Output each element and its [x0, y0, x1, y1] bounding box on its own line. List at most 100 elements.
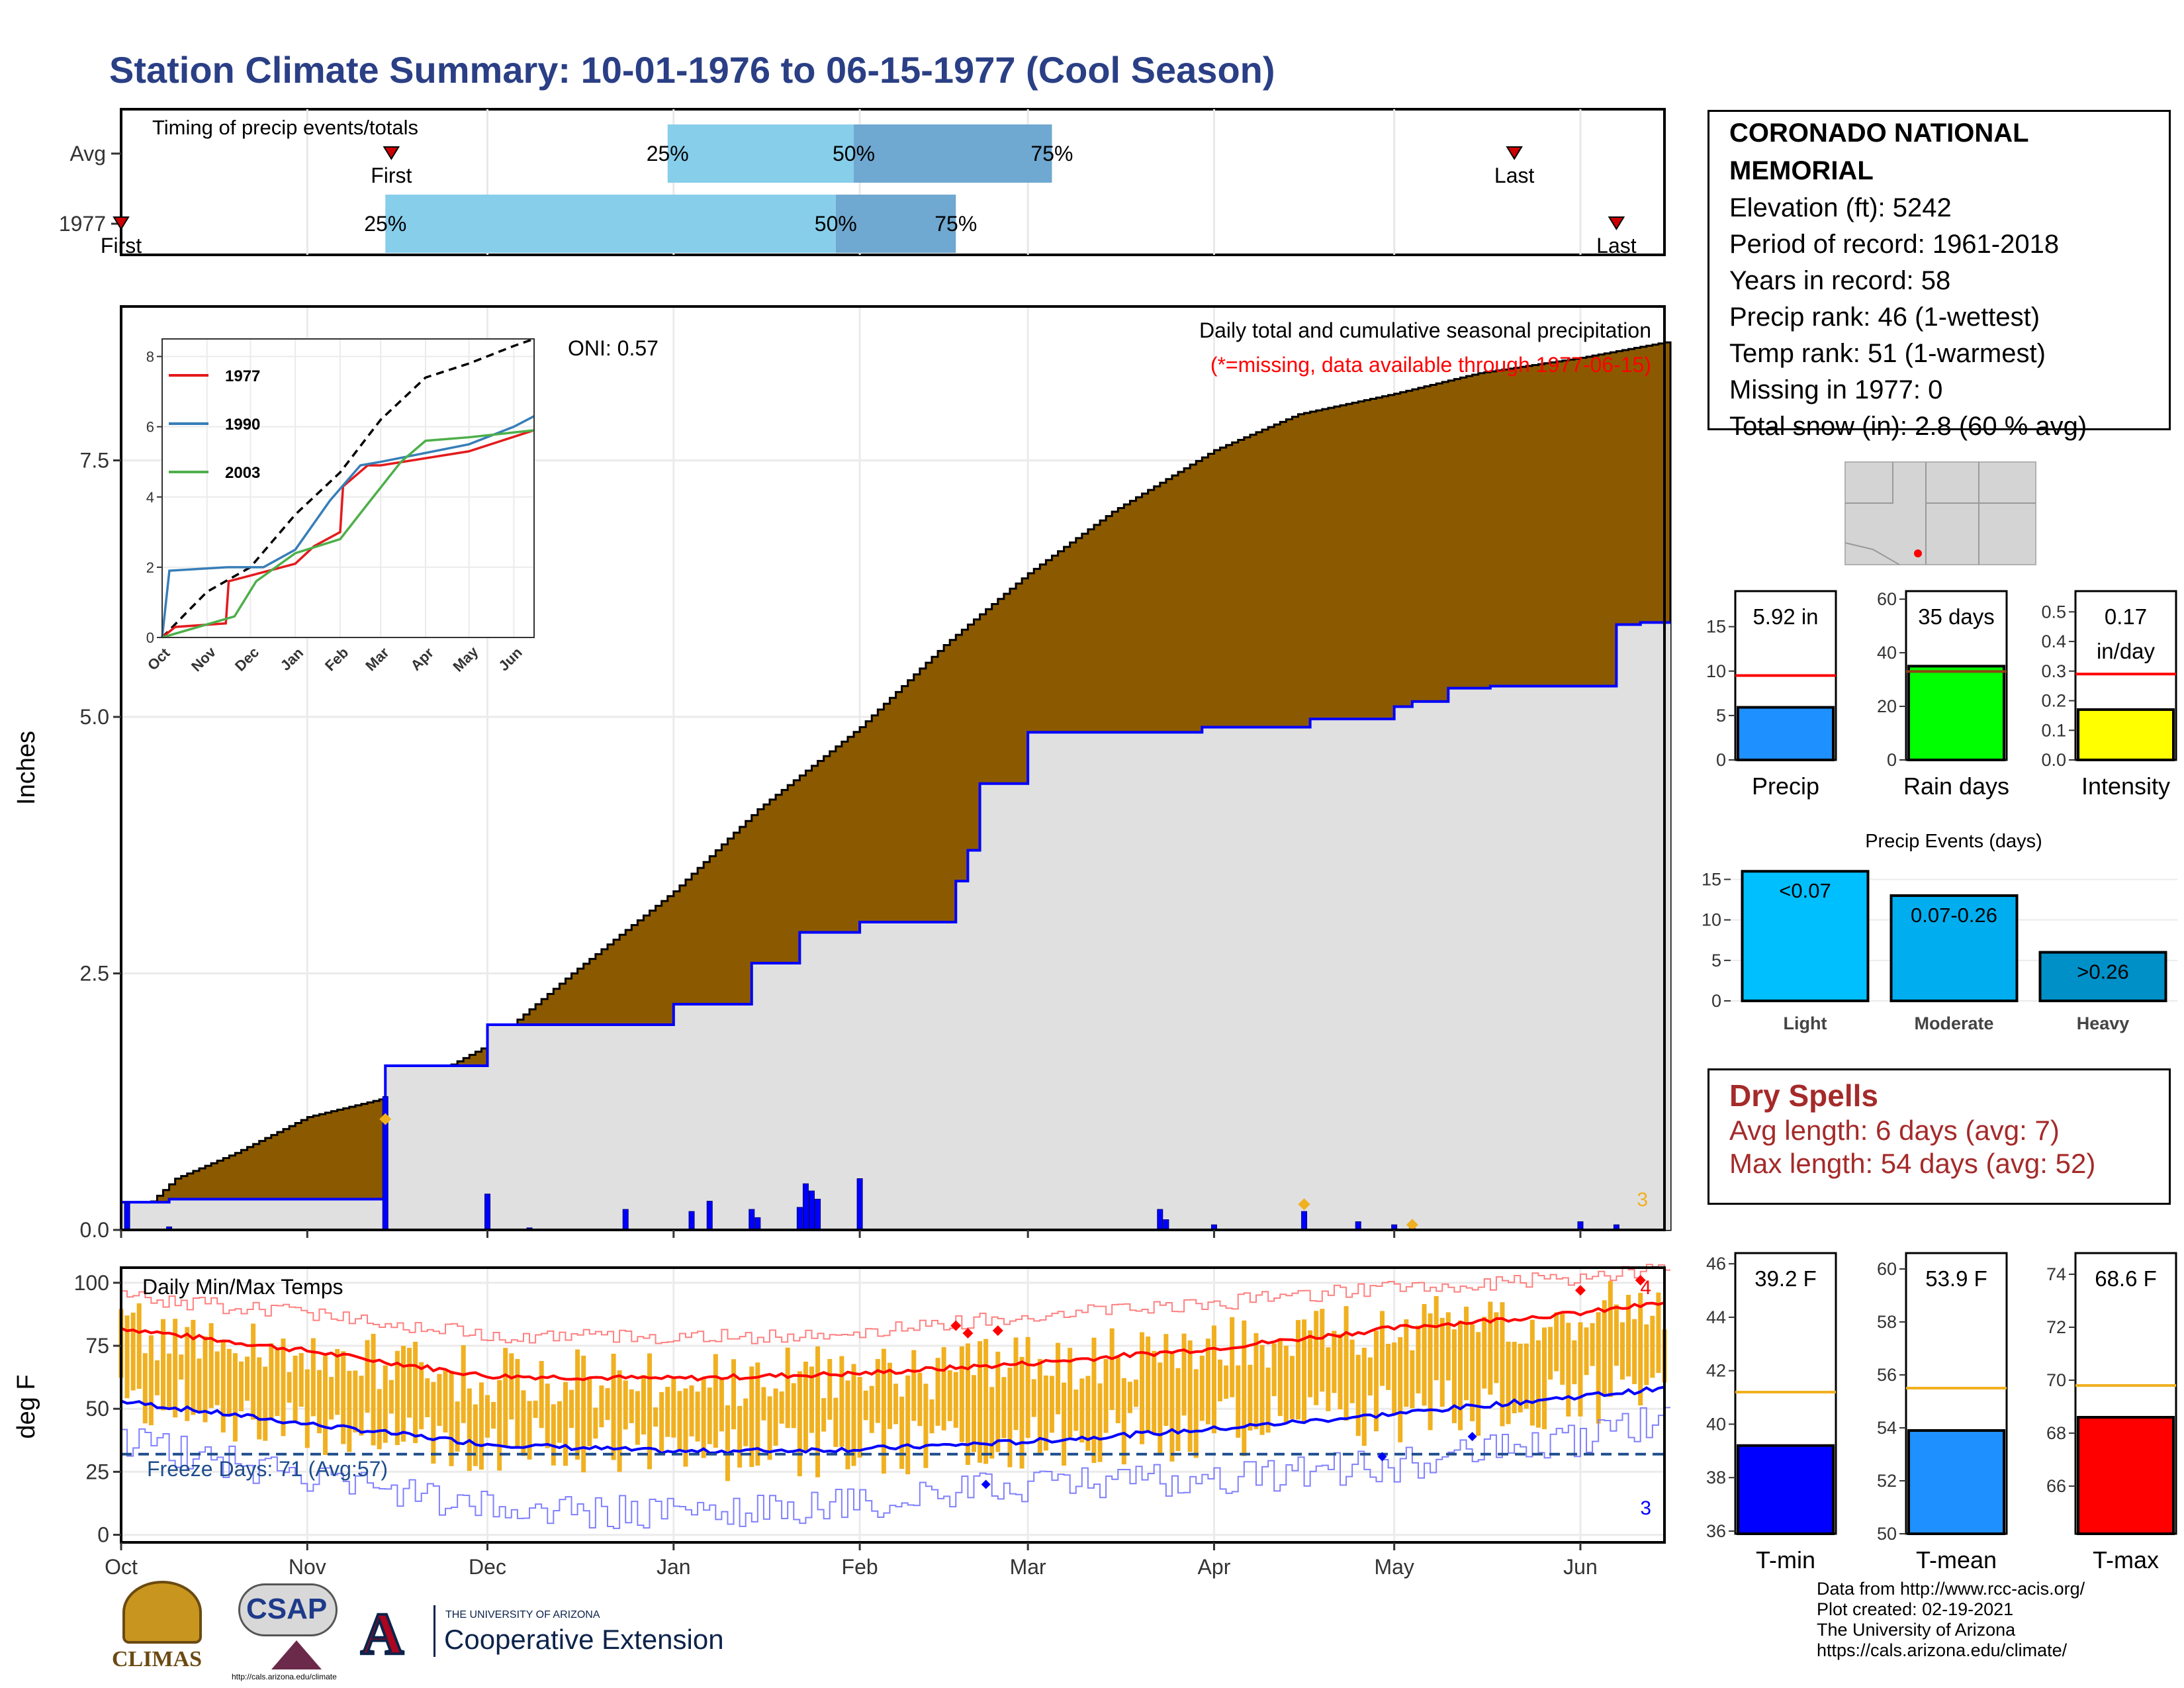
daily-temp-bar: [1518, 1343, 1523, 1413]
dry-spells-panel: Dry Spells Avg length: 6 days (avg: 7) M…: [1707, 1068, 2171, 1205]
t_max-ytick-label: 70: [2046, 1370, 2066, 1390]
daily-precip-bar: [484, 1194, 491, 1231]
daily-temp-bar: [485, 1395, 490, 1438]
t_min-axis-label: T-min: [1756, 1546, 1815, 1573]
precip-main-chart: 0.0 2.5 5.0 7.5 Inches Daily total and cumula…: [13, 305, 1672, 1242]
daily-temp-bar: [1109, 1328, 1115, 1411]
t_mean-bar: [1907, 1429, 2005, 1535]
daily-temp-bar: [1025, 1336, 1030, 1438]
timing-p50-label: 50%: [833, 142, 875, 165]
daily-temp-bar: [599, 1385, 604, 1428]
daily-temp-bar: [1332, 1331, 1337, 1393]
t_max-ytick-label: 74: [2046, 1264, 2066, 1284]
daily-temp-bar: [1650, 1315, 1655, 1378]
t_max-axis-label: T-max: [2093, 1546, 2159, 1573]
snow-marker: [379, 1113, 392, 1125]
daily-temp-bar: [1271, 1343, 1277, 1397]
daily-temp-bar: [226, 1348, 232, 1417]
events-bar: [1741, 870, 1870, 1003]
daily-temp-bar: [611, 1353, 616, 1460]
daily-temp-bar: [1127, 1382, 1132, 1413]
daily-temp-bar: [1019, 1356, 1024, 1469]
daily-temp-bar: [191, 1319, 196, 1415]
daily-temp-bar: [1470, 1324, 1475, 1421]
temps-xtick-label: Feb: [842, 1555, 878, 1579]
timing-bar-25-50: [385, 195, 836, 253]
daily-temp-bar: [431, 1382, 436, 1464]
daily-temp-bar: [779, 1391, 784, 1424]
main-ytick-label: 5.0: [80, 705, 109, 729]
daily-temp-bar: [1433, 1295, 1439, 1381]
climas-logo: CLIMAS: [109, 1581, 215, 1680]
years-text: Years in record: 58: [1729, 266, 1951, 295]
daily-temp-bar: [647, 1353, 653, 1470]
daily-temp-bar: [310, 1338, 316, 1417]
daily-temp-bar: [335, 1348, 340, 1415]
daily-temp-bar: [695, 1391, 700, 1442]
daily-precip-bar: [622, 1209, 629, 1231]
timing-p50-label: 50%: [815, 212, 857, 236]
daily-temp-bar: [827, 1358, 833, 1420]
t_min-ytick-label: 46: [1706, 1254, 1726, 1274]
daily-temp-bar: [1445, 1312, 1451, 1381]
daily-temp-bar: [803, 1361, 808, 1452]
daily-temp-bar: [1398, 1336, 1403, 1442]
daily-temp-bar: [1062, 1382, 1067, 1466]
daily-temp-bar: [1608, 1281, 1613, 1397]
timing-p75-label: 75%: [934, 212, 977, 236]
daily-temp-bar: [1451, 1329, 1457, 1423]
daily-temp-bar: [1439, 1317, 1445, 1407]
daily-temp-bar: [497, 1380, 502, 1471]
rain_days-value-label: 35 days: [1918, 604, 1995, 629]
timing-bar-25-50: [667, 124, 854, 183]
inset-line-1977: [161, 429, 535, 639]
daily-temp-bar: [719, 1378, 724, 1432]
dry-spells-avg: Avg length: 6 days (avg: 7): [1729, 1115, 2060, 1146]
daily-temp-bar: [443, 1370, 448, 1432]
daily-temp-bar: [257, 1357, 262, 1440]
t_max-value-label: 68.6 F: [2095, 1266, 2157, 1291]
dry-spells-max: Max length: 54 days (avg: 52): [1729, 1148, 2096, 1179]
daily-temp-bar: [1404, 1319, 1409, 1407]
daily-precip-bar: [802, 1183, 809, 1231]
daily-precip-bar: [688, 1211, 695, 1231]
t_min-bar: [1737, 1444, 1835, 1536]
freeze-days-label: Freeze Days: 71 (Avg:57): [147, 1457, 388, 1481]
inset-legend-label: 1990: [225, 416, 260, 434]
daily-temp-bar: [413, 1341, 418, 1444]
daily-temp-bar: [1578, 1322, 1583, 1417]
daily-temp-bar: [232, 1353, 238, 1442]
daily-temp-bar: [851, 1364, 856, 1466]
events-bar: [1889, 894, 2019, 1002]
intensity-ytick-label: 0.2: [2041, 691, 2066, 711]
daily-temp-bar: [1230, 1317, 1235, 1397]
snow-marker: [1406, 1219, 1418, 1231]
daily-temp-bar: [701, 1378, 706, 1458]
t_mean-ytick-label: 60: [1877, 1259, 1897, 1279]
daily-temp-bar: [1289, 1356, 1295, 1419]
daily-temp-bar: [316, 1370, 322, 1434]
t_mean-ytick-label: 52: [1877, 1471, 1897, 1491]
precip_total-value-label: 5.92 in: [1752, 604, 1818, 629]
t_min-ytick-label: 38: [1706, 1468, 1726, 1487]
daily-temp-bar: [220, 1340, 226, 1432]
daily-temp-bar: [965, 1343, 970, 1465]
daily-temp-bar: [1277, 1338, 1283, 1417]
daily-temp-bar: [1656, 1292, 1661, 1374]
daily-temp-bar: [1560, 1313, 1565, 1385]
main-ytick-label: 2.5: [80, 962, 109, 986]
daily-temp-bar: [1566, 1323, 1571, 1417]
daily-temp-bar: [893, 1383, 899, 1425]
daily-temp-bar: [1175, 1368, 1181, 1452]
daily-temp-bar: [1535, 1340, 1541, 1428]
daily-precip-bar: [1301, 1211, 1308, 1231]
daily-temp-bar: [1218, 1359, 1223, 1401]
daily-temp-bar: [653, 1407, 659, 1427]
daily-temp-bar: [623, 1380, 628, 1430]
daily-temp-bar: [1169, 1351, 1175, 1462]
daily-temp-bar: [677, 1391, 682, 1451]
daily-temp-bar: [725, 1405, 730, 1481]
daily-temp-bar: [203, 1336, 208, 1423]
timing-p25-label: 25%: [364, 212, 406, 236]
